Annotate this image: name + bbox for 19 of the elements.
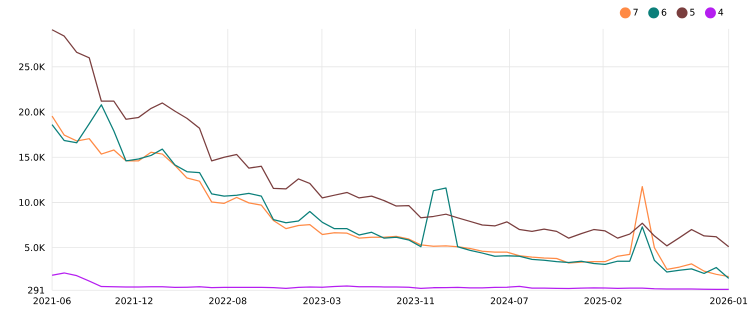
- x-tick-label: 2021-06: [34, 297, 71, 304]
- y-tick-label: 20.0K: [19, 108, 46, 116]
- legend-label: 6: [662, 8, 666, 16]
- x-tick-label: 2021-12: [116, 297, 152, 304]
- legend-label: 5: [690, 8, 695, 16]
- legend-label: 4: [718, 8, 724, 16]
- y-tick-label: 15.0K: [19, 154, 46, 161]
- y-tick-label: 25.0K: [19, 63, 46, 70]
- x-tick-label: 2023-11: [397, 297, 434, 304]
- line-series: [51, 29, 730, 248]
- x-tick-label: 2023-03: [303, 297, 340, 304]
- y-tick-label: 291: [28, 286, 44, 294]
- y-tick-label: 10.0K: [19, 198, 46, 206]
- x-tick-label: 2024-07: [490, 297, 528, 304]
- x-tick-label: 2026-01: [710, 297, 748, 304]
- x-tick-label: 2025-02: [584, 297, 622, 304]
- y-tick-label: 5.0K: [24, 244, 46, 252]
- x-tick-label: 2022-08: [209, 297, 246, 304]
- legend-label: 7: [633, 8, 638, 16]
